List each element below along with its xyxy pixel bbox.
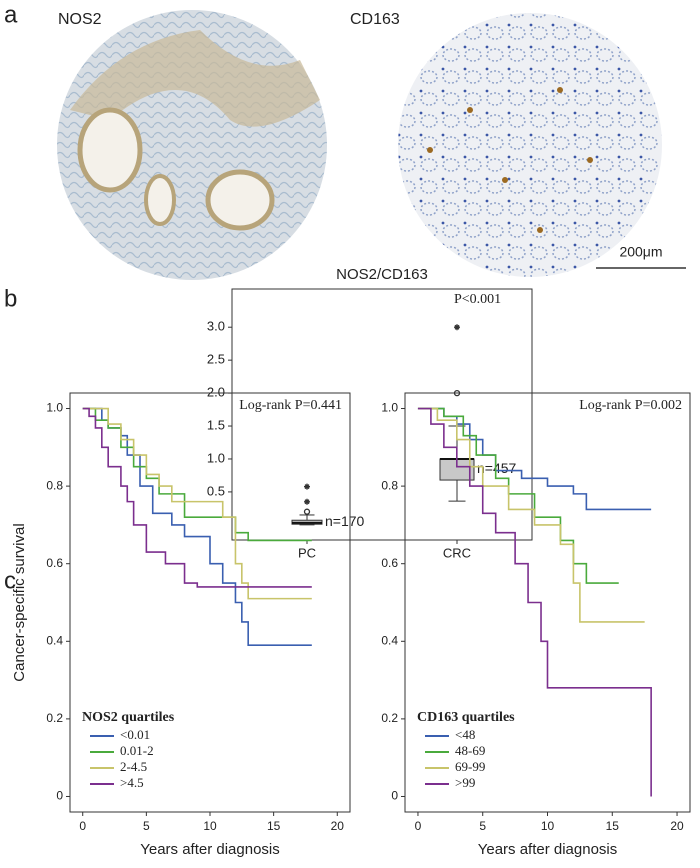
y-tick-label: 1.5 — [207, 417, 225, 432]
panel-label: c — [4, 567, 16, 594]
y-tick-label: 0.4 — [381, 633, 398, 647]
y-tick-label: 3.0 — [207, 319, 225, 334]
plot-frame — [404, 392, 691, 813]
y-tick-label: 0.6 — [46, 556, 63, 570]
panel-label: b — [4, 285, 17, 312]
x-tick-label: 5 — [479, 819, 486, 833]
x-tick-label: 5 — [143, 819, 150, 833]
legend-label: 69-99 — [455, 759, 485, 774]
y-tick-label: 0.8 — [381, 478, 398, 492]
outlier — [304, 498, 310, 505]
y-tick-label: 0.2 — [381, 711, 398, 725]
n-label: n=170 — [325, 513, 365, 529]
x-tick-label: CRC — [443, 545, 471, 560]
x-tick-label: 20 — [670, 819, 684, 833]
legend-label: >99 — [455, 775, 475, 790]
outlier — [454, 324, 460, 331]
survival-curve — [82, 407, 312, 646]
survival-curve — [82, 407, 312, 600]
x-tick-label: 0 — [79, 819, 86, 833]
legend-label: <0.01 — [120, 727, 150, 742]
annotation: P<0.001 — [454, 292, 501, 307]
legend-label: <48 — [455, 727, 475, 742]
y-tick-label: 1.0 — [207, 450, 225, 465]
x-tick-label: 20 — [331, 819, 345, 833]
y-tick-label: 0.4 — [46, 633, 63, 647]
survival-curve — [417, 407, 645, 623]
legend-label: >4.5 — [120, 775, 144, 790]
micrograph — [398, 13, 662, 277]
y-tick-label: 0.6 — [381, 556, 398, 570]
outlier — [304, 483, 310, 490]
survival-curve — [82, 407, 312, 588]
annotation: Log-rank P=0.002 — [579, 398, 682, 413]
scale-bar-label: 200μm — [619, 244, 662, 260]
legend-title: NOS2 quartiles — [82, 710, 175, 725]
x-tick-label: 15 — [606, 819, 620, 833]
x-tick-label: 10 — [541, 819, 555, 833]
y-tick-label: 2.0 — [207, 385, 225, 400]
panel-label: a — [4, 1, 18, 28]
y-tick-label: 0 — [391, 789, 398, 803]
image-label: CD163 — [350, 11, 400, 28]
survival-curve — [417, 407, 652, 797]
survival-curve — [82, 407, 312, 542]
y-tick-label: 0 — [56, 789, 63, 803]
n-label: n=457 — [477, 460, 517, 476]
outlier — [303, 508, 311, 515]
x-tick-label: 10 — [203, 819, 217, 833]
y-tick-label: 0.5 — [207, 483, 225, 498]
y-tick-label: 0.2 — [46, 711, 63, 725]
y-tick-label: 1.0 — [46, 401, 63, 415]
y-tick-label: 0.8 — [46, 478, 63, 492]
micrograph — [57, 10, 327, 280]
y-tick-label: 1.0 — [381, 401, 398, 415]
image-label: NOS2 — [58, 11, 102, 28]
legend-label: 2-4.5 — [120, 759, 147, 774]
x-axis-label: Years after diagnosis — [140, 841, 280, 858]
x-axis-label: Years after diagnosis — [478, 841, 618, 858]
plot-frame — [231, 288, 533, 541]
y-axis-label: Cancer-specific survival — [11, 523, 28, 681]
chart-title: NOS2/CD163 — [336, 266, 428, 283]
y-tick-label: 2.5 — [207, 352, 225, 367]
x-tick-label: 15 — [267, 819, 281, 833]
legend-title: CD163 quartiles — [417, 710, 515, 725]
x-tick-label: PC — [298, 545, 316, 560]
legend-label: 48-69 — [455, 743, 485, 758]
legend-label: 0.01-2 — [120, 743, 154, 758]
x-tick-label: 0 — [415, 819, 422, 833]
annotation: Log-rank P=0.441 — [239, 398, 342, 413]
